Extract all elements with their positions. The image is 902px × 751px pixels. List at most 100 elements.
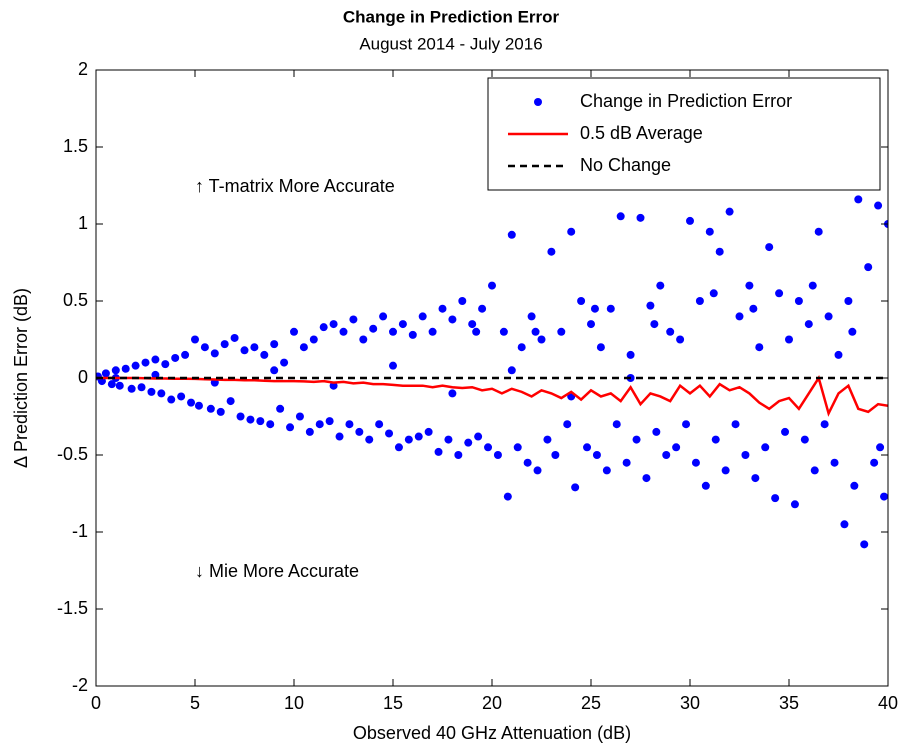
point xyxy=(115,381,124,390)
point xyxy=(270,340,279,349)
point xyxy=(309,335,318,344)
point xyxy=(507,230,516,239)
x-tick-label: 20 xyxy=(482,693,502,713)
point xyxy=(187,398,196,407)
point xyxy=(171,353,180,362)
point xyxy=(191,335,199,344)
legend-marker xyxy=(534,98,542,106)
point xyxy=(682,420,691,429)
y-tick-label: 0.5 xyxy=(63,290,88,310)
point xyxy=(434,447,443,456)
x-tick-label: 35 xyxy=(779,693,799,713)
y-tick-label: -0.5 xyxy=(57,444,88,464)
x-tick-label: 15 xyxy=(383,693,403,713)
point xyxy=(240,346,249,355)
point xyxy=(359,335,368,344)
point xyxy=(325,417,334,426)
point xyxy=(800,435,809,444)
point xyxy=(537,335,546,344)
y-axis-label: Δ Prediction Error (dB) xyxy=(11,288,31,468)
point xyxy=(305,427,314,436)
point xyxy=(315,420,324,429)
point xyxy=(820,420,829,429)
point xyxy=(652,427,661,436)
point xyxy=(111,366,120,375)
point xyxy=(335,432,344,441)
point xyxy=(656,281,665,290)
point xyxy=(686,216,694,225)
point xyxy=(478,304,487,313)
point xyxy=(781,427,790,436)
x-tick-label: 5 xyxy=(190,693,200,713)
point xyxy=(523,458,532,467)
y-tick-label: -1.5 xyxy=(57,598,88,618)
point xyxy=(626,350,635,359)
point xyxy=(157,389,166,398)
point xyxy=(468,320,477,329)
point xyxy=(472,327,481,336)
point xyxy=(735,312,744,321)
point xyxy=(339,327,348,336)
point xyxy=(349,315,358,324)
point xyxy=(662,451,671,459)
point xyxy=(369,324,378,333)
point xyxy=(260,350,269,359)
point xyxy=(424,427,433,436)
point xyxy=(725,207,734,216)
point xyxy=(200,343,209,352)
point xyxy=(438,304,447,313)
point xyxy=(385,429,394,438)
point xyxy=(721,466,730,475)
chart-title: Change in Prediction Error xyxy=(343,7,560,26)
point xyxy=(177,392,186,401)
point xyxy=(319,323,328,332)
point xyxy=(563,420,572,429)
point xyxy=(513,443,522,452)
point xyxy=(745,281,754,290)
point xyxy=(131,361,140,370)
point xyxy=(785,335,793,344)
point xyxy=(749,304,758,313)
point xyxy=(286,423,295,432)
annotation: ↑ T-matrix More Accurate xyxy=(195,176,395,196)
point xyxy=(571,483,580,492)
point xyxy=(612,420,621,429)
plot-area xyxy=(96,195,888,549)
point xyxy=(448,315,457,324)
point xyxy=(295,412,304,421)
point xyxy=(220,340,229,349)
point xyxy=(121,364,130,373)
point xyxy=(394,443,403,452)
point xyxy=(414,432,423,441)
point xyxy=(860,540,869,549)
point xyxy=(517,343,526,352)
point xyxy=(418,312,427,321)
y-tick-label: 2 xyxy=(78,59,88,79)
x-tick-label: 0 xyxy=(91,693,101,713)
point xyxy=(616,212,625,221)
point xyxy=(101,369,110,378)
x-tick-label: 40 xyxy=(878,693,898,713)
point xyxy=(731,420,740,429)
point xyxy=(596,343,605,352)
point xyxy=(161,360,170,369)
point xyxy=(642,474,651,483)
point xyxy=(636,213,645,222)
y-tick-label: -2 xyxy=(72,675,88,695)
point xyxy=(280,358,289,367)
point xyxy=(567,227,576,236)
legend-label: No Change xyxy=(580,155,671,175)
point xyxy=(850,481,859,490)
point xyxy=(389,327,397,336)
point xyxy=(794,297,803,305)
point xyxy=(194,401,203,410)
x-tick-label: 30 xyxy=(680,693,700,713)
point xyxy=(527,312,536,321)
point xyxy=(127,384,136,393)
point xyxy=(389,361,397,370)
point xyxy=(844,297,853,305)
chart-subtitle: August 2014 - July 2016 xyxy=(359,34,542,53)
point xyxy=(141,358,150,367)
point xyxy=(874,201,883,210)
